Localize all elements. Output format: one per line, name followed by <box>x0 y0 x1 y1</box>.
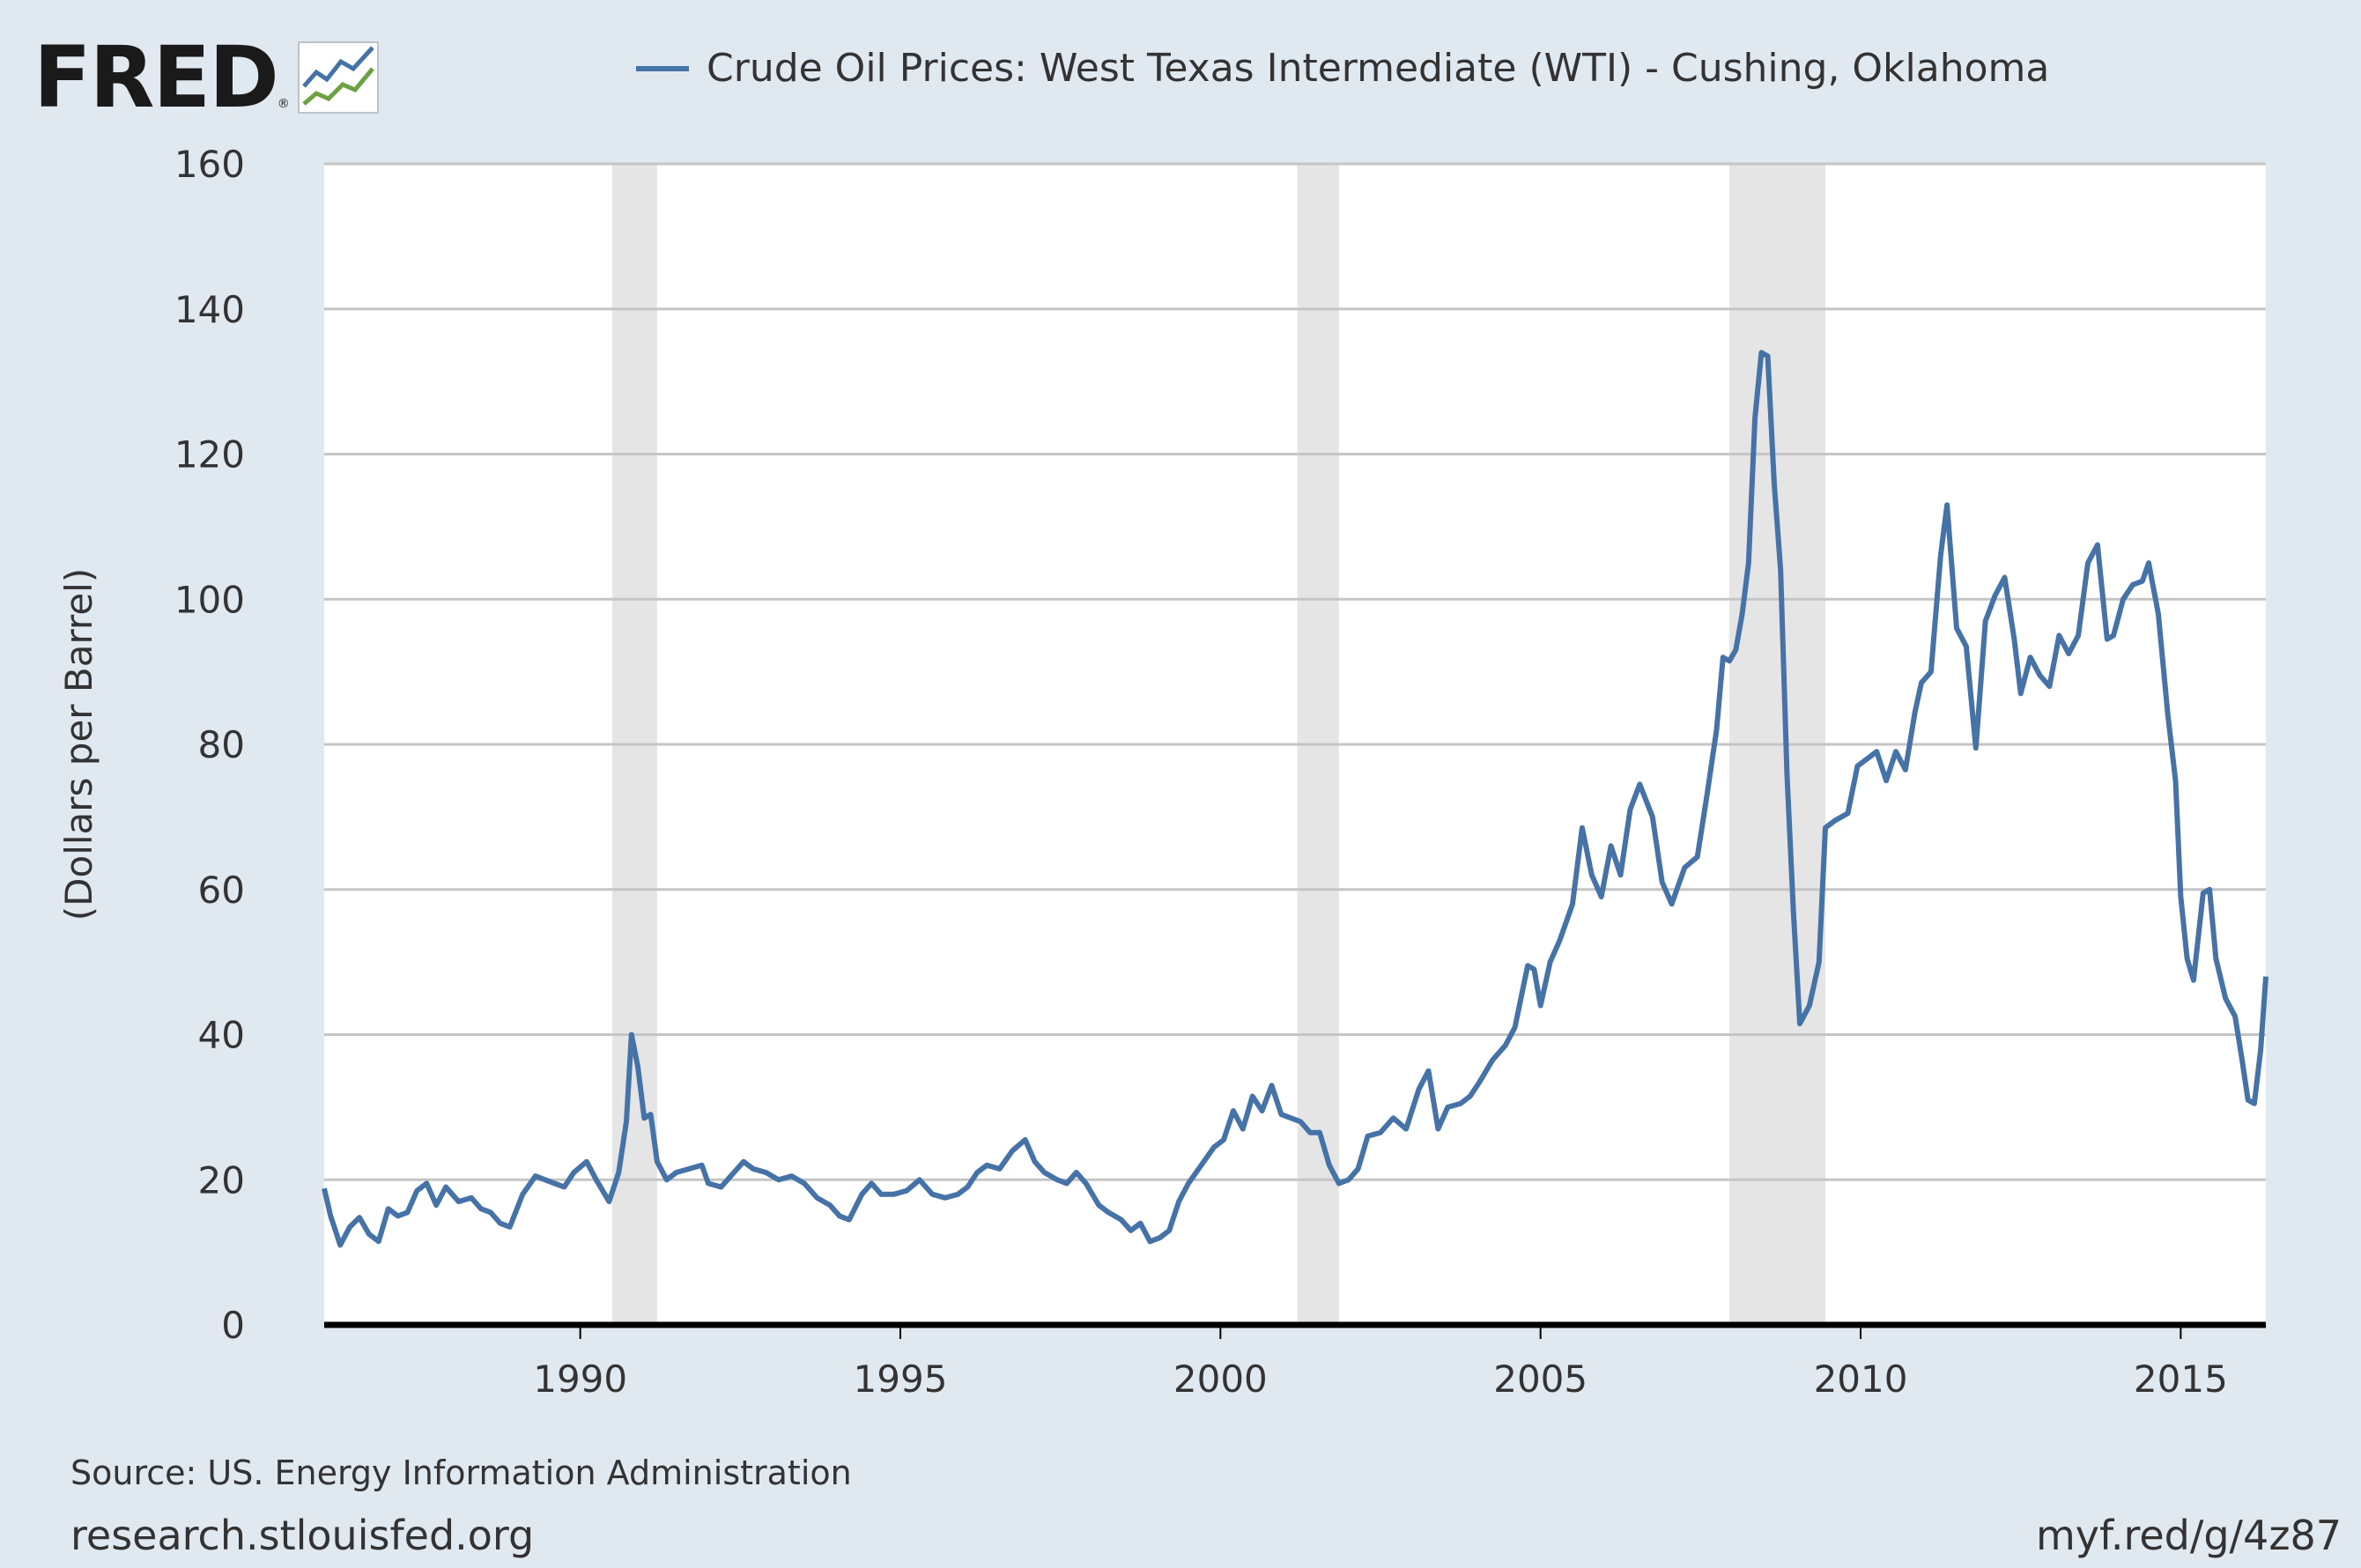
x-tick-label: 2000 <box>1173 1357 1268 1401</box>
line-chart-icon <box>297 41 379 114</box>
y-tick-label: 100 <box>174 578 245 621</box>
registered-mark: ® <box>277 97 290 111</box>
y-tick-label: 140 <box>174 288 245 331</box>
source-note: Source: US. Energy Information Administr… <box>70 1453 852 1492</box>
x-tick-label: 1990 <box>533 1357 627 1401</box>
fred-logo-text: FRED <box>33 28 279 127</box>
y-gridlines <box>324 162 2266 1181</box>
y-tick-label: 40 <box>198 1014 245 1057</box>
legend-swatch <box>636 65 689 71</box>
x-tick-label: 2010 <box>1814 1357 1908 1401</box>
y-axis-title: (Dollars per Barrel) <box>57 568 100 921</box>
fred-logo[interactable]: FRED ® <box>33 35 380 120</box>
line-chart: 0 20 40 60 80 100 120 140 160 1990 1995 2000 2005 20… <box>57 143 2268 1401</box>
y-tick-label: 20 <box>198 1158 245 1202</box>
y-tick-label: 60 <box>198 869 245 912</box>
y-tick-label: 0 <box>221 1304 245 1347</box>
y-tick-label: 120 <box>174 433 245 477</box>
y-tick-label: 80 <box>198 723 245 766</box>
short-link[interactable]: myf.red/g/4z87 <box>2035 1512 2342 1559</box>
x-tick-label: 1995 <box>854 1357 948 1401</box>
y-tick-labels: 0 20 40 60 80 100 120 140 160 <box>174 143 245 1347</box>
x-tick-label: 2015 <box>2134 1357 2228 1401</box>
chart-legend: Crude Oil Prices: West Texas Intermediat… <box>636 46 2049 91</box>
y-tick-label: 160 <box>174 143 245 186</box>
x-tick-label: 2005 <box>1493 1357 1588 1401</box>
legend-label: Crude Oil Prices: West Texas Intermediat… <box>707 46 2050 91</box>
site-link[interactable]: research.stlouisfed.org <box>70 1512 535 1559</box>
series-line-wti <box>322 350 2268 1248</box>
x-tick-labels: 1990 1995 2000 2005 2010 2015 <box>533 1325 2228 1401</box>
